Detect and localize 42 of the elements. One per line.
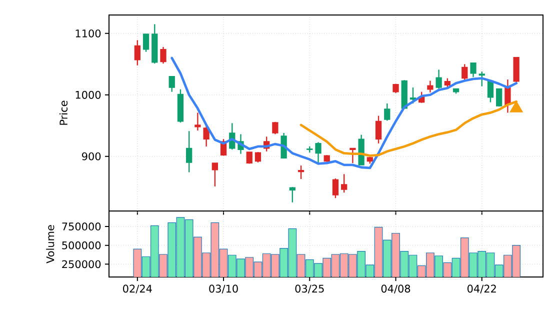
- candlestick: [427, 80, 434, 94]
- candlestick: [212, 162, 218, 188]
- candlestick: [134, 40, 140, 66]
- candlestick: [203, 124, 210, 148]
- candlestick: [289, 186, 296, 203]
- candlestick: [186, 130, 192, 173]
- candlestick: [254, 151, 262, 164]
- candlestick: [513, 56, 520, 83]
- y-tick-label: 500000: [62, 241, 101, 250]
- y-tick-label: 1100: [76, 29, 101, 38]
- candlestick: [462, 64, 468, 81]
- candlestick: [504, 78, 511, 114]
- candlestick: [384, 102, 390, 122]
- candlestick: [470, 62, 476, 78]
- x-tick-label: 03/10: [209, 284, 238, 294]
- candlestick: [410, 86, 416, 104]
- y-tick-label: 1000: [76, 90, 101, 99]
- candlestick: [341, 174, 348, 194]
- candlestick: [436, 69, 442, 90]
- x-tick-label: 04/22: [467, 284, 496, 294]
- y-tick-label: 750000: [62, 222, 101, 230]
- y-tick-label: 900: [82, 152, 101, 160]
- line-series: [170, 56, 518, 170]
- candlestick: [298, 164, 304, 180]
- y-tick-label: 250000: [62, 260, 101, 268]
- candlestick: [332, 178, 339, 199]
- candlestick: [160, 46, 166, 64]
- candlestick: [350, 148, 356, 164]
- y-axis-title: Price: [59, 100, 68, 125]
- candlestick: [194, 112, 201, 132]
- candlestick: [478, 70, 485, 87]
- x-tick-label: 02/24: [123, 284, 152, 294]
- candlestick: [315, 142, 322, 164]
- x-tick-label: 04/08: [381, 284, 410, 294]
- y-axis-title: Volume: [46, 225, 54, 264]
- candlestick: [444, 78, 450, 88]
- candlestick: [496, 88, 502, 108]
- candlestick: [142, 33, 150, 52]
- candlestick: [168, 76, 175, 92]
- x-tick-label: 03/25: [295, 284, 324, 294]
- candlestick: [272, 121, 278, 135]
- candlestick: [375, 115, 382, 144]
